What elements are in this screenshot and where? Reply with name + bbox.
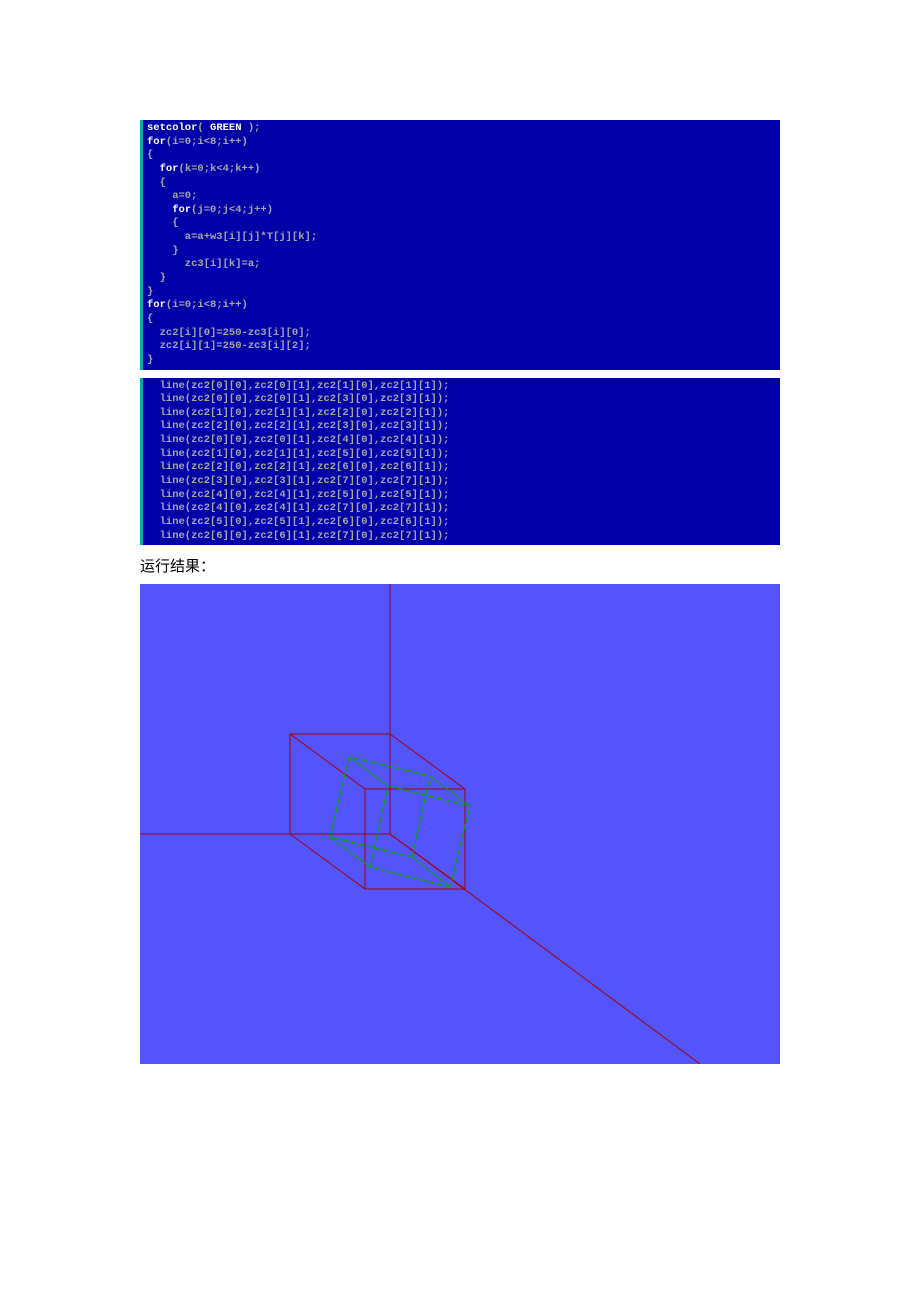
code-line: setcolor( GREEN );: [147, 122, 776, 136]
code-block-1: setcolor( GREEN );for(i=0;i<8;i++){ for(…: [140, 120, 780, 370]
code-line: line(zc2[2][0],zc2[2][1],zc2[3][0],zc2[3…: [147, 420, 776, 434]
code-line: line(zc2[2][0],zc2[2][1],zc2[6][0],zc2[6…: [147, 461, 776, 475]
code-line: line(zc2[0][0],zc2[0][1],zc2[3][0],zc2[3…: [147, 393, 776, 407]
code-line: line(zc2[1][0],zc2[1][1],zc2[2][0],zc2[2…: [147, 407, 776, 421]
code-line: line(zc2[6][0],zc2[6][1],zc2[7][0],zc2[7…: [147, 530, 776, 544]
code-line: line(zc2[1][0],zc2[1][1],zc2[5][0],zc2[5…: [147, 448, 776, 462]
code-line: for(k=0;k<4;k++): [147, 163, 776, 177]
code-line: line(zc2[3][0],zc2[3][1],zc2[7][0],zc2[7…: [147, 475, 776, 489]
code-line: zc2[i][1]=250-zc3[i][2];: [147, 340, 776, 354]
result-label: 运行结果：: [140, 555, 780, 576]
code-line: }: [147, 272, 776, 286]
code-line: for(j=0;j<4;j++): [147, 204, 776, 218]
code-line: zc2[i][0]=250-zc3[i][0];: [147, 327, 776, 341]
code-block-2: line(zc2[0][0],zc2[0][1],zc2[1][0],zc2[1…: [140, 378, 780, 546]
code-line: {: [147, 177, 776, 191]
code-line: zc3[i][k]=a;: [147, 258, 776, 272]
code-line: a=0;: [147, 190, 776, 204]
code-line: line(zc2[4][0],zc2[4][1],zc2[7][0],zc2[7…: [147, 502, 776, 516]
code-line: }: [147, 286, 776, 300]
code-line: line(zc2[5][0],zc2[5][1],zc2[6][0],zc2[6…: [147, 516, 776, 530]
code-line: line(zc2[0][0],zc2[0][1],zc2[4][0],zc2[4…: [147, 434, 776, 448]
code-line: a=a+w3[i][j]*T[j][k];: [147, 231, 776, 245]
code-line: {: [147, 313, 776, 327]
code-line: for(i=0;i<8;i++): [147, 299, 776, 313]
code-line: {: [147, 217, 776, 231]
graphics-output: [140, 584, 780, 1064]
code-line: }: [147, 354, 776, 368]
code-line: }: [147, 245, 776, 259]
graphics-canvas: [140, 584, 780, 1064]
code-line: for(i=0;i<8;i++): [147, 136, 776, 150]
code-line: line(zc2[0][0],zc2[0][1],zc2[1][0],zc2[1…: [147, 380, 776, 394]
code-line: line(zc2[4][0],zc2[4][1],zc2[5][0],zc2[5…: [147, 489, 776, 503]
code-line: {: [147, 149, 776, 163]
